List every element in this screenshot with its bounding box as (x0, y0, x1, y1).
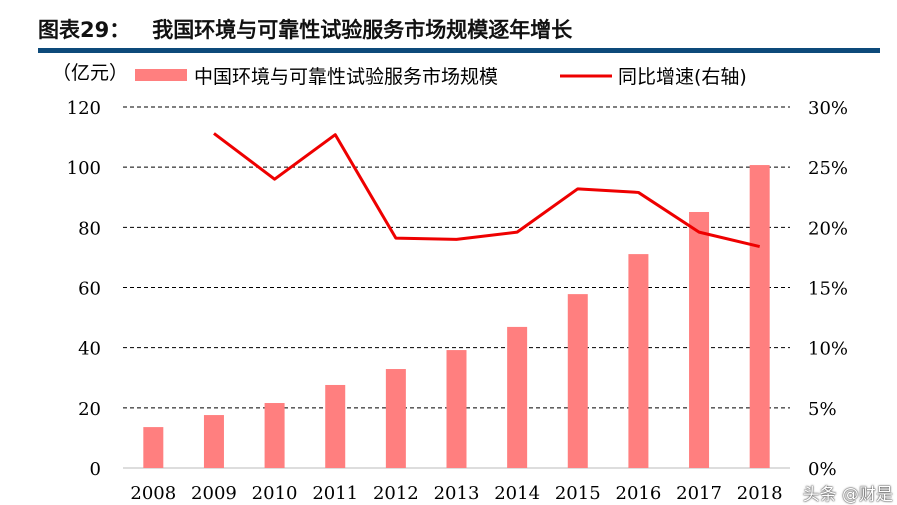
bar (143, 427, 164, 468)
legend-swatch-bar (135, 69, 187, 81)
watermark: 头条 @财是 (802, 485, 893, 505)
y-tick-label: 20 (78, 399, 101, 420)
x-tick-label: 2011 (312, 483, 358, 504)
bar (446, 350, 467, 468)
y2-tick-label: 5% (808, 399, 837, 420)
y-axis-label: （亿元） (52, 62, 129, 84)
x-tick-label: 2010 (252, 483, 298, 504)
figure-title: 图表29： 我国环境与可靠性试验服务市场规模逐年增长 (38, 14, 572, 44)
bar (325, 384, 346, 468)
bar (203, 415, 224, 468)
y-tick-label: 0 (90, 459, 101, 480)
figure-title-text: 我国环境与可靠性试验服务市场规模逐年增长 (152, 18, 573, 42)
x-tick-label: 2017 (676, 483, 722, 504)
bar (749, 165, 770, 468)
y-tick-label: 80 (78, 218, 101, 239)
y2-tick-label: 0% (808, 459, 837, 480)
x-tick-label: 2008 (130, 483, 176, 504)
bar (689, 211, 710, 468)
bar (264, 403, 285, 468)
x-tick-label: 2014 (494, 483, 540, 504)
y2-tick-label: 10% (808, 339, 848, 360)
legend-label-bar: 中国环境与可靠性试验服务市场规模 (194, 66, 498, 88)
y-tick-label: 60 (78, 279, 101, 300)
y-tick-label: 40 (78, 339, 101, 360)
y2-tick-label: 15% (808, 279, 848, 300)
x-tick-label: 2016 (616, 483, 662, 504)
x-tick-label: 2012 (373, 483, 419, 504)
bar (567, 294, 588, 468)
x-tick-label: 2009 (191, 483, 237, 504)
y2-tick-label: 30% (808, 98, 848, 119)
y-tick-label: 120 (67, 98, 101, 119)
y2-tick-label: 25% (808, 158, 848, 179)
bar (507, 326, 528, 468)
x-tick-label: 2018 (737, 483, 783, 504)
x-tick-label: 2013 (434, 483, 480, 504)
title-divider (38, 48, 880, 53)
growth-line (213, 132, 761, 249)
y2-tick-label: 20% (808, 218, 848, 239)
bar (385, 369, 406, 468)
y-tick-label: 100 (67, 158, 101, 179)
figure-label: 图表29： (38, 18, 131, 42)
x-tick-label: 2015 (555, 483, 601, 504)
bar (628, 254, 649, 468)
legend-label-line: 同比增速(右轴) (618, 66, 747, 88)
